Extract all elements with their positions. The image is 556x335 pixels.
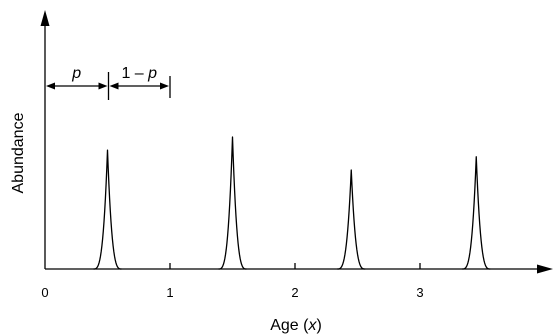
peak [462,156,491,270]
y-axis-arrowhead [40,10,50,26]
bracket-1mp-left-arrowhead [109,82,119,90]
peak [218,136,247,270]
series-peaks [93,136,491,270]
x-tick-label: 3 [416,285,423,300]
x-ticks: 0 1 2 3 [41,263,424,300]
x-tick-label: 2 [291,285,298,300]
bracket-p-right-arrowhead [98,82,108,90]
bracket-1mp-right-arrowhead [160,82,169,90]
bracket-1mp-variable: p [147,65,157,82]
bracket-1mp-prefix: 1 – [121,65,148,82]
x-axis-title-close: ) [316,317,321,334]
x-tick-label: 0 [41,285,48,300]
x-tick-label: 1 [166,285,173,300]
x-axis-title-variable: x [307,317,317,334]
bracket-p-left-arrowhead [46,82,55,90]
x-axis-title-text: Age ( [270,317,309,334]
axes [40,10,553,274]
y-axis-title: Abundance [10,112,27,193]
peak [337,169,366,270]
bracket-p-label: p [71,65,81,82]
bracket-1mp-label: 1 – p [121,65,157,82]
peak [93,149,122,270]
x-axis-title: Age (x) [270,317,322,334]
x-axis-arrowhead [537,264,553,274]
